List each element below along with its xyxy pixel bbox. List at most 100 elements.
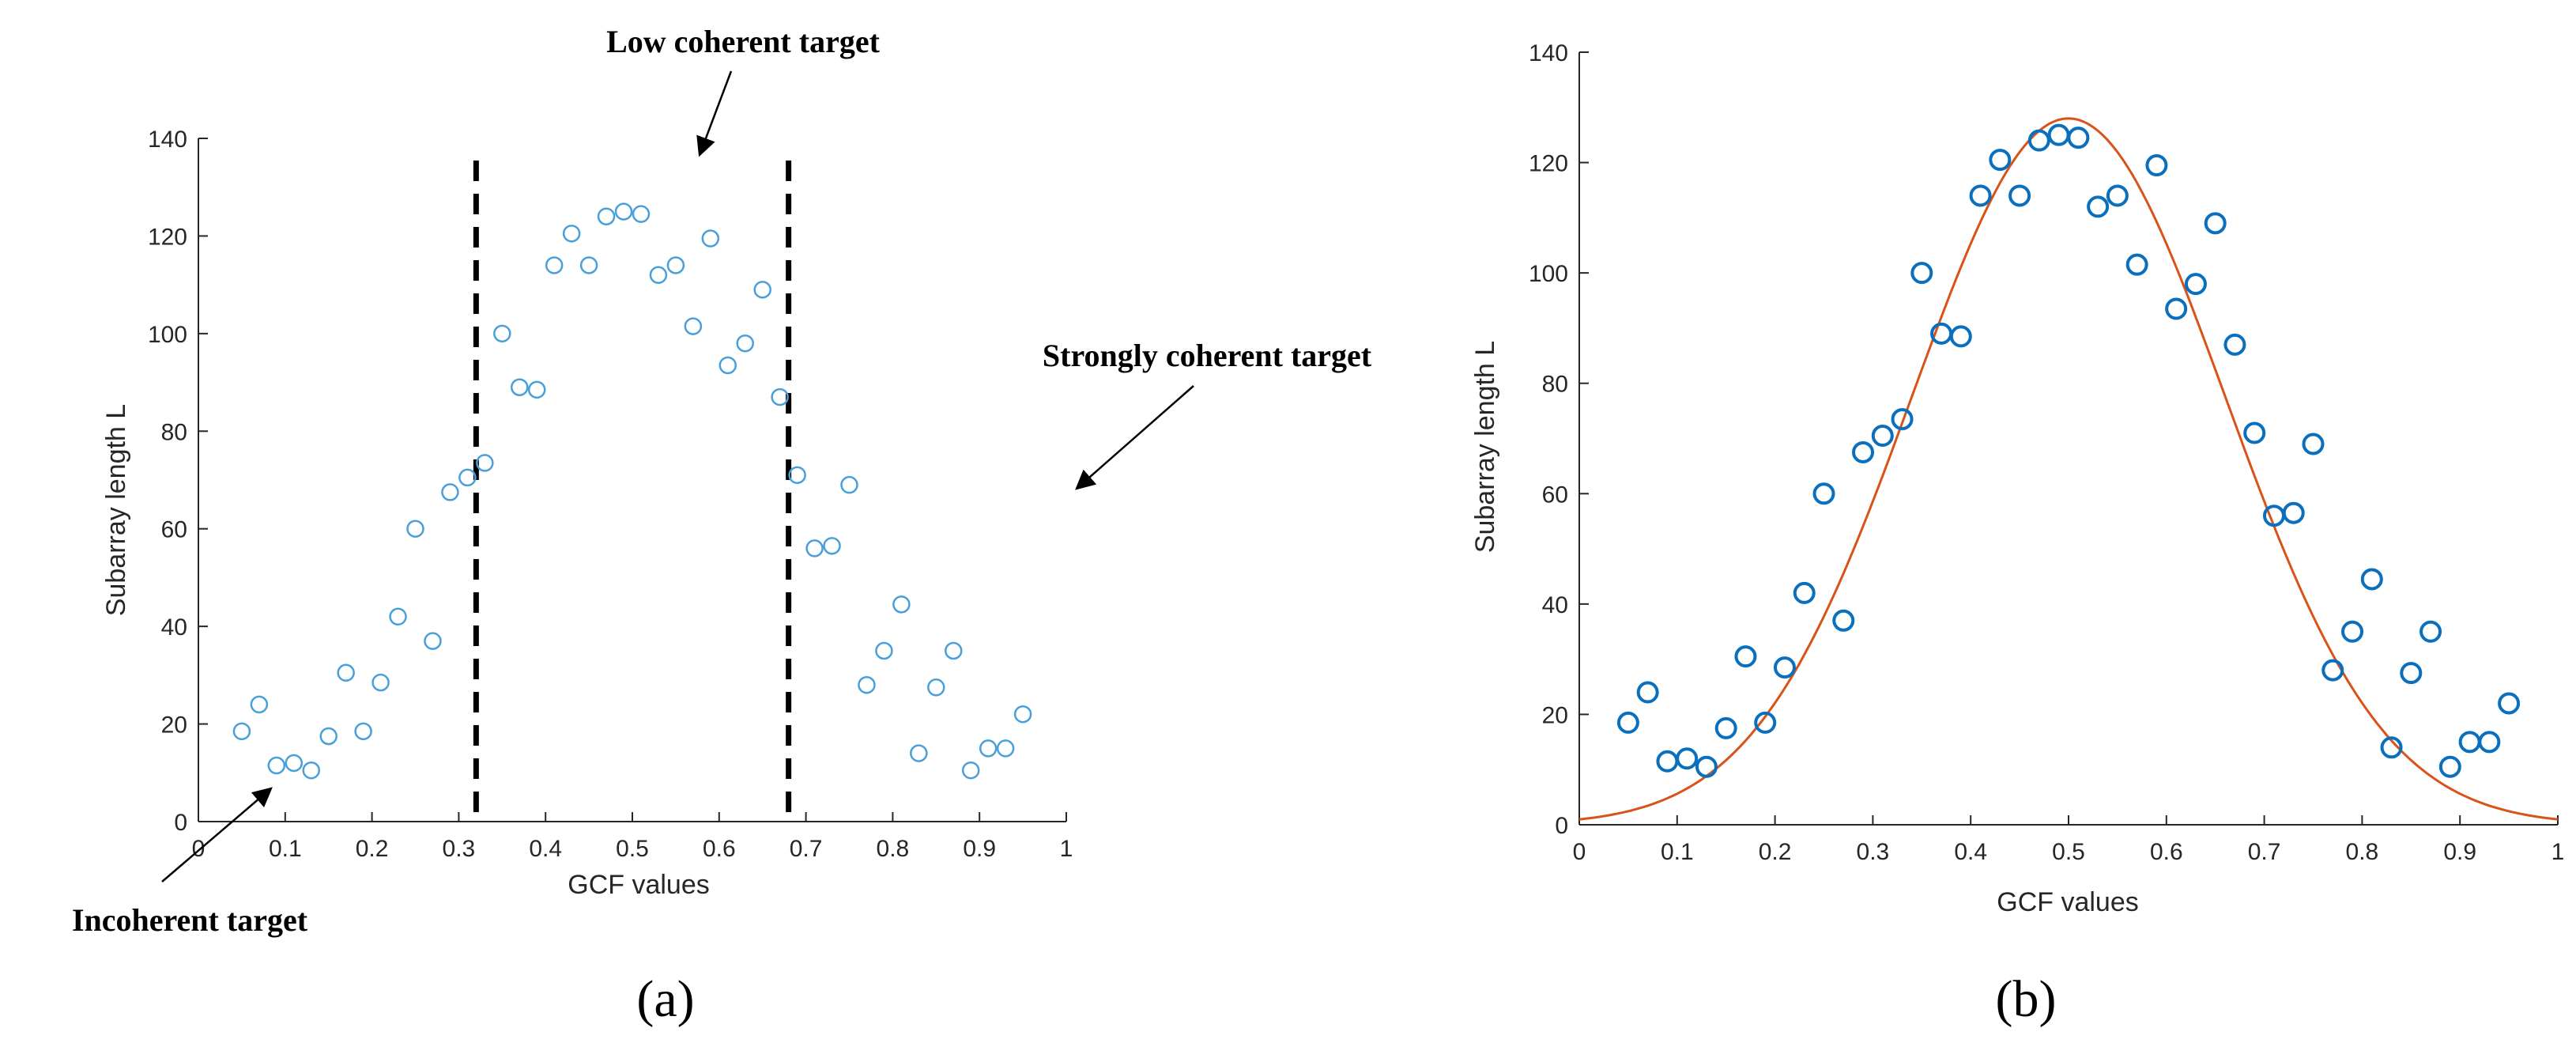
data-point xyxy=(961,761,980,780)
panel-b-x-tick-label: 0.7 xyxy=(2248,839,2281,865)
data-point xyxy=(389,607,407,626)
panel-b: 0 0.1 0.2 0.3 0.4 0.5 0.6 0.7 0.8 0.9 1 0 20 40 60 80 10… xyxy=(1470,40,2564,1028)
data-point xyxy=(979,739,998,758)
panel-b-y-tick-label: 140 xyxy=(1529,40,1568,66)
panel-b-y-tick-label: 100 xyxy=(1529,261,1568,287)
data-point xyxy=(858,675,876,694)
panel-a-y-tick-label: 140 xyxy=(148,127,187,153)
data-point xyxy=(1871,425,1894,448)
data-point xyxy=(2067,127,2090,149)
data-point xyxy=(892,595,911,614)
data-point xyxy=(1734,645,1757,668)
panel-b-x-tick-label: 0.4 xyxy=(1954,839,1987,865)
data-point xyxy=(2008,184,2031,207)
data-point xyxy=(2438,755,2461,778)
data-point xyxy=(2282,501,2305,524)
panel-b-x-tick-label: 0.8 xyxy=(2346,839,2379,865)
data-point xyxy=(927,678,945,697)
data-point xyxy=(2027,129,2050,152)
panel-a-x-tick-label: 0 xyxy=(192,836,206,862)
panel-a-x-tick-label: 0.2 xyxy=(356,836,389,862)
panel-b-y-axis-label: Subarray length L xyxy=(1470,341,1500,553)
data-point xyxy=(2478,731,2501,754)
panel-b-y-tick-label: 20 xyxy=(1542,702,1568,728)
panel-b-y-tick-label: 120 xyxy=(1529,151,1568,177)
data-point xyxy=(1852,440,1875,463)
data-point xyxy=(2145,154,2168,177)
data-point xyxy=(771,387,789,406)
panel-a-threshold-lines xyxy=(473,161,792,822)
data-point xyxy=(718,356,737,375)
data-point xyxy=(1754,711,1777,734)
panel-a-points xyxy=(232,202,1032,780)
data-point xyxy=(2341,620,2364,643)
data-point xyxy=(545,256,564,274)
panel-a-y-tick-label: 40 xyxy=(161,614,187,641)
data-point xyxy=(2106,184,2129,207)
data-point xyxy=(788,466,806,485)
data-point xyxy=(736,334,754,353)
panel-b-points xyxy=(1616,123,2521,778)
data-point xyxy=(511,378,529,396)
data-point xyxy=(493,324,511,343)
panel-b-y-tick-label: 40 xyxy=(1542,592,1568,618)
panel-a-x-tick-label: 0.6 xyxy=(703,836,736,862)
data-point xyxy=(2360,568,2383,591)
panel-a: 0 0.1 0.2 0.3 0.4 0.5 0.6 0.7 0.8 0.9 1 0 20 40 60 80 10… xyxy=(72,24,1372,1028)
panel-a-x-tick-label: 0.8 xyxy=(877,836,910,862)
panel-b-x-tick-label: 0 xyxy=(1573,839,1586,865)
panel-b-y-tick-label: 60 xyxy=(1542,482,1568,508)
annotation-incoherent: Incoherent target xyxy=(72,902,308,938)
data-point xyxy=(910,744,928,762)
data-point xyxy=(2087,195,2110,218)
data-point xyxy=(527,380,546,399)
panel-a-y-tick-label: 60 xyxy=(161,517,187,543)
data-point xyxy=(1695,755,1718,778)
data-point xyxy=(1989,149,2012,172)
data-point xyxy=(2458,731,2481,754)
data-point xyxy=(302,761,320,780)
data-point xyxy=(1812,482,1835,505)
data-point xyxy=(1656,750,1679,773)
data-point xyxy=(319,727,338,746)
data-point xyxy=(441,483,459,501)
panel-a-y-tick-label: 120 xyxy=(148,224,187,250)
annotation-low-coherent: Low coherent target xyxy=(606,24,881,59)
data-point xyxy=(372,673,390,692)
data-point xyxy=(1891,408,1914,431)
data-point xyxy=(840,475,858,494)
data-point xyxy=(1013,705,1032,724)
data-point xyxy=(2223,333,2246,356)
data-point xyxy=(1969,184,1992,207)
panel-b-x-tick-label: 0.3 xyxy=(1857,839,1890,865)
panel-b-x-tick-label: 0.2 xyxy=(1759,839,1792,865)
panel-a-y-tick-label: 0 xyxy=(174,810,187,836)
data-point xyxy=(2400,662,2423,685)
data-point xyxy=(1676,747,1699,770)
annotation-strongly-coherent: Strongly coherent target xyxy=(1043,338,1372,373)
panel-a-y-axis-label: Subarray length L xyxy=(101,404,131,616)
panel-a-label: (a) xyxy=(636,970,694,1028)
panel-b-label: (b) xyxy=(1996,970,2057,1028)
data-point xyxy=(406,520,424,538)
data-point xyxy=(1949,325,1972,348)
data-point xyxy=(2184,273,2207,296)
panel-a-x-tick-label: 1 xyxy=(1060,836,1073,862)
panel-a-y-tick-label: 20 xyxy=(161,712,187,739)
data-point xyxy=(2204,212,2227,235)
data-point xyxy=(354,722,372,741)
data-point xyxy=(2302,433,2325,455)
data-point xyxy=(267,756,286,775)
panel-a-x-tick-label: 0.4 xyxy=(529,836,562,862)
data-point xyxy=(945,641,963,660)
data-point xyxy=(753,281,771,299)
panel-a-y-tick-label: 80 xyxy=(161,419,187,445)
panel-b-x-axis-label: GCF values xyxy=(1997,887,2139,917)
data-point xyxy=(597,207,616,225)
panel-b-x-tick-label: 1 xyxy=(2551,839,2565,865)
data-point xyxy=(1773,656,1796,679)
data-point xyxy=(476,454,494,472)
data-point xyxy=(424,632,442,650)
data-point xyxy=(1910,262,1933,285)
data-point xyxy=(337,663,355,682)
